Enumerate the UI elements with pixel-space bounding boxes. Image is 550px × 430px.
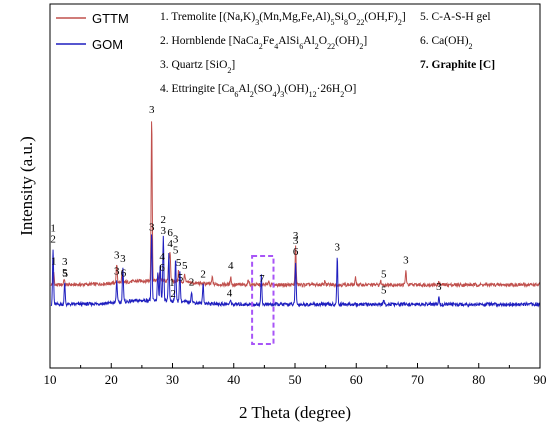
x-tick-label: 20 xyxy=(105,372,118,387)
peak-label: 6 xyxy=(167,227,173,239)
x-tick-label: 10 xyxy=(44,372,57,387)
x-axis-ticks: 10 20 30 40 50 60 70 80 90 xyxy=(44,363,547,387)
peak-label: 3 xyxy=(293,235,299,247)
peak-label: 3 xyxy=(62,256,68,268)
phase-legend-item: 5. C-A-S-H gel xyxy=(420,11,491,23)
x-tick-label: 40 xyxy=(227,372,240,387)
peak-label: 7 xyxy=(259,273,265,285)
phase-legend-item: 6. Ca(OH)2 xyxy=(420,35,473,51)
peak-label: 5 xyxy=(176,257,182,269)
phase-legend-item: 1. Tremolite [(Na,K)3(Mn,Mg,Fe,Al)5Si8O2… xyxy=(160,11,406,27)
peak-label: 2 xyxy=(189,277,195,289)
peak-label: 6 xyxy=(293,246,299,258)
peak-label: 2 xyxy=(200,268,206,280)
peak-label: 5 xyxy=(381,284,387,296)
x-tick-label: 30 xyxy=(166,372,179,387)
peak-label: 3 xyxy=(335,242,341,254)
x-tick-label: 60 xyxy=(350,372,363,387)
peak-label: 4 xyxy=(228,260,234,272)
x-tick-label: 70 xyxy=(411,372,424,387)
peak-label: 5 xyxy=(62,267,68,279)
peak-label: 2 xyxy=(161,214,167,226)
peak-label: 1 xyxy=(169,277,175,289)
peak-label: 1 xyxy=(51,256,57,268)
peak-label: 3 xyxy=(403,254,409,266)
peak-label: 3 xyxy=(173,234,179,246)
peak-label: 5 xyxy=(63,268,69,280)
peak-label: 3 xyxy=(149,104,155,116)
peak-label: 1 xyxy=(50,222,56,234)
peak-label: 3 xyxy=(436,281,442,293)
peak-label: 6 xyxy=(159,262,165,274)
plot-lines xyxy=(50,121,541,309)
x-tick-label: 90 xyxy=(534,372,547,387)
y-axis-title: Intensity (a.u.) xyxy=(17,136,36,236)
peak-label: 5 xyxy=(173,245,179,257)
x-axis-title: 2 Theta (degree) xyxy=(239,403,351,422)
series-legend: GTTM GOM xyxy=(56,11,129,52)
peak-label: 3 xyxy=(293,230,299,242)
phase-legend-item: 3. Quartz [SiO2] xyxy=(160,59,235,75)
phase-legend-item: 7. Graphite [C] xyxy=(420,59,495,71)
peak-label: 6 xyxy=(121,268,127,280)
series-line-gttm xyxy=(50,121,541,289)
peak-label: 3 xyxy=(114,249,120,261)
peak-label: 5 xyxy=(381,268,387,280)
phase-legend-item: 4. Ettringite [Ca6Al2(SO4)3(OH)12·26H2O] xyxy=(160,83,356,99)
peak-label: 3 xyxy=(161,225,167,237)
peak-label: 5 xyxy=(182,260,188,272)
graphite-highlight-box xyxy=(251,255,275,345)
x-tick-label: 80 xyxy=(472,372,485,387)
peak-label: 2 xyxy=(170,288,176,300)
peak-label: 2 xyxy=(50,233,56,245)
peak-label: 4 xyxy=(167,238,173,250)
peak-label: 5 xyxy=(178,272,184,284)
legend-label-gom: GOM xyxy=(92,37,123,52)
phase-legend: 1. Tremolite [(Na,K)3(Mn,Mg,Fe,Al)5Si8O2… xyxy=(160,11,495,99)
peak-label: 3 xyxy=(114,266,120,278)
peak-label: 4 xyxy=(227,288,233,300)
legend-label-gttm: GTTM xyxy=(92,11,129,26)
peak-label: 3 xyxy=(149,221,155,233)
peak-label: 3 xyxy=(120,253,126,265)
peak-label: 4 xyxy=(159,251,165,263)
series-line-gom xyxy=(50,234,540,309)
x-tick-label: 50 xyxy=(289,372,302,387)
phase-legend-item: 2. Hornblende [NaCa2Fe4AlSi6Al2O22(OH)2] xyxy=(160,35,367,51)
